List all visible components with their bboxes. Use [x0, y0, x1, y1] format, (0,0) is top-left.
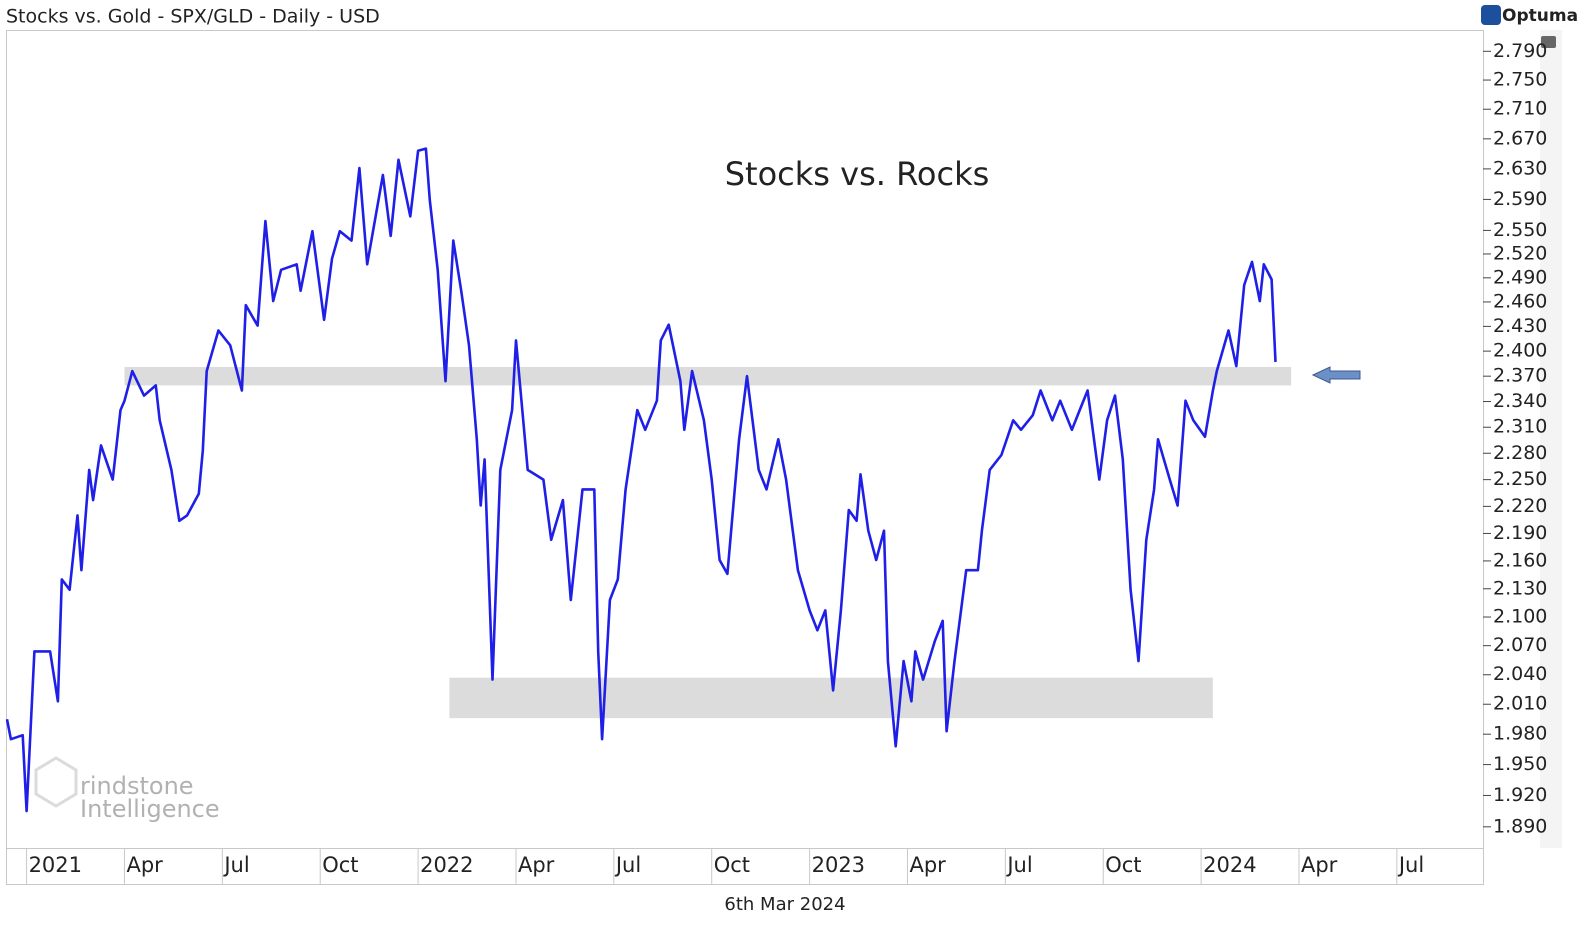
band	[449, 677, 1213, 719]
y-tick-label: 2.190	[1493, 522, 1547, 544]
x-tick-label: Apr	[518, 853, 555, 877]
price-line	[5, 147, 1277, 813]
y-tick-label: 1.950	[1493, 753, 1547, 775]
x-axis-strip	[6, 848, 1484, 885]
y-tick-label: 2.010	[1493, 693, 1547, 715]
y-tick-label: 2.670	[1493, 127, 1547, 149]
y-tick-label: 2.250	[1493, 468, 1547, 490]
y-tick-label: 2.490	[1493, 266, 1547, 288]
y-tick-label: 2.280	[1493, 442, 1547, 464]
chart-title: Stocks vs. Gold - SPX/GLD - Daily - USD	[6, 6, 380, 28]
y-tick-label: 2.750	[1493, 69, 1547, 91]
date-label: 6th Mar 2024	[724, 894, 845, 915]
x-tick-label: Apr	[126, 853, 163, 877]
y-tick-label: 2.220	[1493, 495, 1547, 517]
y-tick-label: 2.340	[1493, 390, 1547, 412]
y-tick-label: 2.520	[1493, 242, 1547, 264]
brand-logo	[1481, 5, 1501, 25]
x-tick-label: Jul	[1397, 853, 1424, 877]
x-tick-label: 2022	[420, 853, 473, 877]
y-tick-label: 2.630	[1493, 157, 1547, 179]
y-tick-label: 2.160	[1493, 549, 1547, 571]
watermark-line: Intelligence	[80, 795, 220, 823]
y-tick-label: 2.310	[1493, 416, 1547, 438]
y-tick-label: 2.710	[1493, 98, 1547, 120]
arrow-shape	[1311, 366, 1361, 384]
y-tick-label: 2.070	[1493, 634, 1547, 656]
y-tick-label: 2.550	[1493, 219, 1547, 241]
y-tick-label: 2.370	[1493, 365, 1547, 387]
x-tick-label: 2021	[29, 853, 82, 877]
annotation: Stocks vs. Rocks	[725, 155, 990, 193]
watermark-logo	[34, 756, 78, 808]
y-tick-label: 2.100	[1493, 606, 1547, 628]
x-tick-label: Apr	[909, 853, 946, 877]
plot: 1.890 1.920 1.950 1.980 2.010 2.040 2.070 2.100…	[5, 40, 1547, 884]
y-tick-label: 1.920	[1493, 784, 1547, 806]
y-tick-label: 2.790	[1493, 40, 1547, 62]
watermark: rindstone Intelligence	[34, 756, 220, 823]
y-tick-label: 2.590	[1493, 188, 1547, 210]
y-tick-label: 2.430	[1493, 315, 1547, 337]
arrow	[1311, 366, 1361, 384]
y-tick-label: 2.400	[1493, 340, 1547, 362]
x-tick-label: Oct	[714, 853, 750, 877]
x-tick-label: Jul	[1005, 853, 1032, 877]
lock-icon	[1541, 36, 1556, 48]
scrollbar	[1540, 30, 1562, 848]
y-tick-label: 1.980	[1493, 723, 1547, 745]
y-tick-label: 1.890	[1493, 815, 1547, 837]
x-tick-label: Oct	[322, 853, 358, 877]
band	[124, 366, 1292, 386]
y-tick-label: 2.130	[1493, 577, 1547, 599]
x-tick-label: Jul	[222, 853, 249, 877]
brand: Optuma	[1502, 6, 1578, 26]
x-tick-label: Apr	[1301, 853, 1338, 877]
x-tick-label: Jul	[614, 853, 641, 877]
y-tick-label: 2.460	[1493, 290, 1547, 312]
x-tick-label: 2023	[812, 853, 865, 877]
x-tick-label: Oct	[1105, 853, 1141, 877]
y-tick-label: 2.040	[1493, 663, 1547, 685]
x-tick-label: 2024	[1203, 853, 1256, 877]
watermark-line: rindstone	[80, 772, 194, 800]
